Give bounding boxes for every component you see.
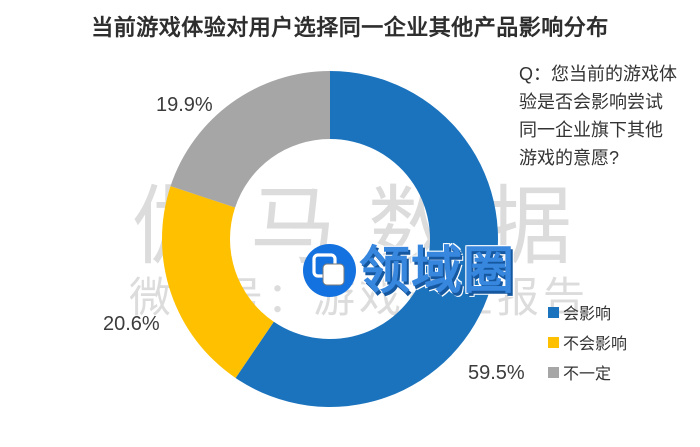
percent-label-no-impact: 20.6% [103, 313, 160, 335]
legend-label: 不一定 [563, 366, 612, 383]
page-title: 当前游戏体验对用户选择同一企业其他产品影响分布 [91, 15, 609, 40]
donut-slice-不会影响 [161, 186, 274, 378]
question-line: 游戏的意愿? [519, 148, 620, 168]
legend-label: 会影响 [563, 306, 612, 323]
percent-label-not-sure: 19.9% [156, 94, 213, 116]
legend-swatch-gray [548, 366, 559, 378]
legend-swatch-yellow [548, 336, 559, 348]
percent-label-will-impact: 59.5% [468, 362, 525, 384]
question-line: Q：您当前的游戏体 [519, 64, 678, 84]
question-line: 验是否会影响尝试 [519, 92, 663, 112]
logo-text: 领域圈 [359, 242, 516, 299]
donut-slice-不一定 [170, 70, 330, 208]
brand-logo: 领域圈 [302, 243, 515, 298]
legend-item-not-sure: 不一定 [548, 363, 627, 383]
legend-item-will-impact: 会影响 [548, 303, 627, 323]
question-text: Q：您当前的游戏体 验是否会影响尝试 同一企业旗下其他 游戏的意愿? [519, 60, 695, 172]
legend-label: 不会影响 [563, 336, 628, 353]
donut-slice-会影响 [235, 71, 498, 407]
legend-item-no-impact: 不会影响 [548, 333, 628, 353]
question-line: 同一企业旗下其他 [519, 120, 663, 140]
chart-legend: 会影响 不会影响 不一定 [548, 303, 627, 393]
legend-swatch-blue [548, 306, 559, 318]
overlapping-squares-icon [303, 244, 356, 297]
